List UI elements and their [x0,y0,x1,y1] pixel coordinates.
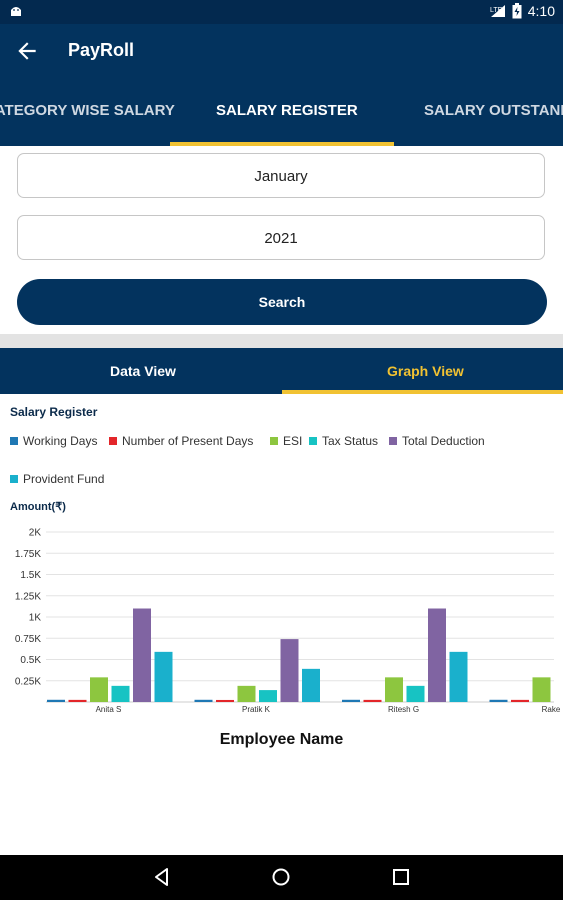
x-tick-label: Rake [542,705,561,714]
legend-provident-fund[interactable]: Provident Fund [10,472,104,486]
search-button[interactable]: Search [17,279,547,325]
tab-indicator [170,142,394,146]
chart-title: Salary Register [10,405,98,419]
bar [111,685,130,702]
app-bar: PayRoll [0,24,563,78]
bar [194,699,213,702]
home-circle-icon[interactable] [271,867,291,887]
bar [47,699,65,702]
y-tick-label: 1K [29,613,42,624]
status-bar: LTE 4:10 [0,0,563,24]
android-icon [11,7,21,16]
tab-salary-register[interactable]: SALARY REGISTER [216,102,358,119]
bar [385,677,403,702]
battery-icon [512,3,522,19]
top-tabs: CATEGORY WISE SALARY SALARY REGISTER SAL… [0,78,563,146]
tab-graph-view[interactable]: Graph View [387,363,464,379]
legend-label: Provident Fund [23,472,105,486]
bar [280,639,299,702]
recents-square-icon[interactable] [391,867,411,887]
x-tick-label: Ritesh G [388,705,419,714]
svg-text:LTE: LTE [490,7,503,14]
legend-working-days[interactable]: Working Days [10,434,97,448]
legend-label: Working Days [23,434,98,448]
salary-register-chart: 0.25K 0.5K 0.75K 1K 1.25K 1.5K 1.75K 2K Anita S P… [15,528,561,715]
legend-swatch [309,437,317,445]
bar [302,668,320,702]
y-tick-label: 2K [29,528,42,539]
y-tick-label: 1.75K [15,549,41,560]
month-select[interactable]: January [17,153,545,198]
bar [489,699,508,702]
bar [428,608,446,702]
bar [532,677,551,702]
bar [511,699,529,702]
y-axis-title: Amount(₹) [10,501,66,513]
section-divider [0,334,563,348]
y-tick-label: 1.5K [20,570,41,581]
bar [154,651,173,702]
bar [406,685,425,702]
legend-present-days[interactable]: Number of Present Days [109,434,253,448]
bar [342,699,360,702]
legend-label: Total Deduction [402,434,485,448]
legend-swatch [270,437,278,445]
view-tabs: Data View Graph View [0,348,563,394]
y-tick-label: 0.75K [15,634,41,645]
x-tick-label: Anita S [96,705,122,714]
x-axis-title: Employee Name [219,731,344,748]
legend-total-deduction[interactable]: Total Deduction [389,434,485,448]
back-triangle-icon[interactable] [152,867,172,887]
year-select[interactable]: 2021 [17,215,545,260]
legend-label: ESI [283,434,303,448]
legend-tax-status[interactable]: Tax Status [309,434,378,448]
x-tick-label: Pratik K [242,705,271,714]
bar [90,677,108,702]
legend-swatch [109,437,117,445]
bar [216,699,234,702]
legend-label: Number of Present Days [122,434,254,448]
bar [68,699,87,702]
tab-data-view[interactable]: Data View [110,363,176,379]
legend-esi[interactable]: ESI [270,434,302,448]
view-tab-indicator [282,390,563,394]
arrow-back-icon[interactable] [14,38,40,64]
legend-swatch [10,437,18,445]
bar [363,699,382,702]
y-tick-label: 1.25K [15,591,41,602]
bar [133,608,151,702]
tab-category-wise-salary[interactable]: CATEGORY WISE SALARY [0,102,175,119]
page-title: PayRoll [68,40,135,60]
status-time: 4:10 [527,3,555,19]
legend-label: Tax Status [322,434,379,448]
bar [449,651,468,702]
y-tick-label: 0.25K [15,676,41,687]
system-nav-bar [0,855,563,900]
legend-swatch [389,437,397,445]
bar [237,685,256,702]
y-tick-label: 0.5K [20,655,41,666]
signal-icon: LTE [490,5,505,17]
legend-swatch [10,475,18,483]
tab-salary-outstanding[interactable]: SALARY OUTSTANDING [424,102,563,119]
bar [259,690,277,702]
